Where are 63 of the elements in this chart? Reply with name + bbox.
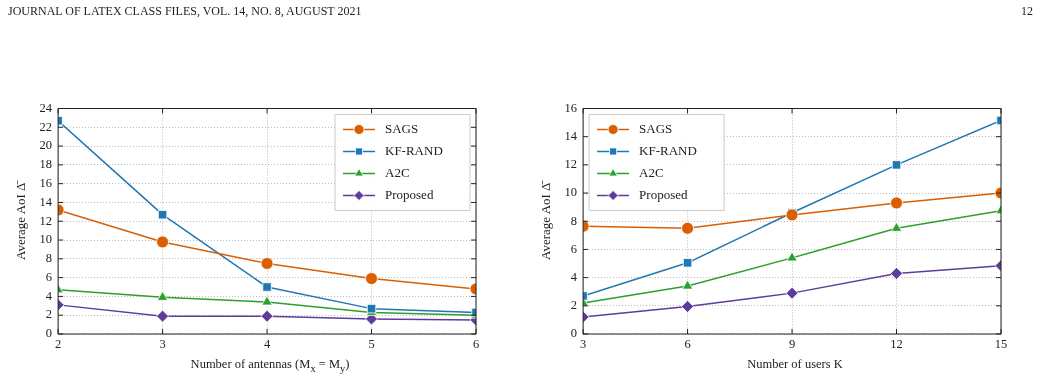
point <box>260 309 274 323</box>
x-tick-label: 3 <box>159 336 166 351</box>
point <box>785 286 799 300</box>
y-tick-label: 12 <box>39 213 53 228</box>
y-tick-label: 10 <box>39 232 53 247</box>
point <box>681 300 694 313</box>
point <box>681 221 694 235</box>
y-tick-label: 0 <box>45 326 53 341</box>
legend-label: KF-RAND <box>385 142 443 158</box>
x-tick-label: 9 <box>788 336 796 351</box>
legend-label: SAGS <box>385 120 419 136</box>
point <box>262 282 272 292</box>
x-tick-label: 5 <box>368 336 375 351</box>
x-tick-label: 6 <box>472 336 480 351</box>
x-axis-title: Number of antennas (M$_{x}$ = M$_{y}$) <box>189 357 351 374</box>
y-axis-title: Average AoI Δ̄ <box>13 180 29 260</box>
y-tick-label: 10 <box>564 185 578 200</box>
point <box>156 290 169 301</box>
point <box>156 309 169 323</box>
y-tick-label: 4 <box>570 269 578 284</box>
y-tick-label: 2 <box>45 307 53 322</box>
y-tick-label: 8 <box>570 213 578 228</box>
point <box>890 221 903 232</box>
y-tick-label: 2 <box>570 298 578 313</box>
text: JOURNAL OF LATEX CLASS FILES, VOL. 14, NO. 8, AUGUST 2021 <box>8 4 362 19</box>
y-tick-label: 20 <box>39 138 53 153</box>
y-tick-label: 6 <box>570 241 578 256</box>
point <box>261 295 273 306</box>
x-tick-label: 3 <box>579 336 587 351</box>
legend-label: Proposed <box>639 186 688 202</box>
legend-label: A2C <box>385 164 410 180</box>
y-tick-label: 14 <box>564 128 578 143</box>
y-tick-label: 12 <box>564 157 578 172</box>
legend-label: Proposed <box>385 186 434 202</box>
y-axis-title: Average AoI Δ̄ <box>538 180 554 260</box>
point <box>786 251 798 262</box>
point <box>890 196 903 210</box>
y-tick-label: 16 <box>39 175 53 190</box>
legend-label: KF-RAND <box>639 142 697 158</box>
y-tick-label: 18 <box>39 157 53 172</box>
x-tick-label: 15 <box>994 336 1008 351</box>
y-tick-label: 14 <box>39 194 53 209</box>
x-axis-title: Number of users K <box>746 357 844 372</box>
y-tick-label: 0 <box>570 326 578 341</box>
x-tick-label: 6 <box>684 336 691 351</box>
y-tick-label: 22 <box>39 119 53 134</box>
y-tick-label: 4 <box>45 288 53 303</box>
x-tick-label: 4 <box>263 336 271 351</box>
point <box>260 257 274 270</box>
y-tick-label: 16 <box>564 100 578 115</box>
point <box>890 267 903 280</box>
point <box>365 272 378 285</box>
y-tick-label: 6 <box>45 269 53 284</box>
x-tick-label: 12 <box>890 336 903 351</box>
y-tick-label: 8 <box>45 251 53 266</box>
point <box>156 235 169 249</box>
text: 12 <box>1021 4 1033 19</box>
point <box>785 208 799 222</box>
legend-label: A2C <box>639 164 664 180</box>
point <box>681 279 694 290</box>
point <box>157 210 168 220</box>
legend-label: SAGS <box>639 120 673 136</box>
y-tick-label: 24 <box>39 100 53 115</box>
